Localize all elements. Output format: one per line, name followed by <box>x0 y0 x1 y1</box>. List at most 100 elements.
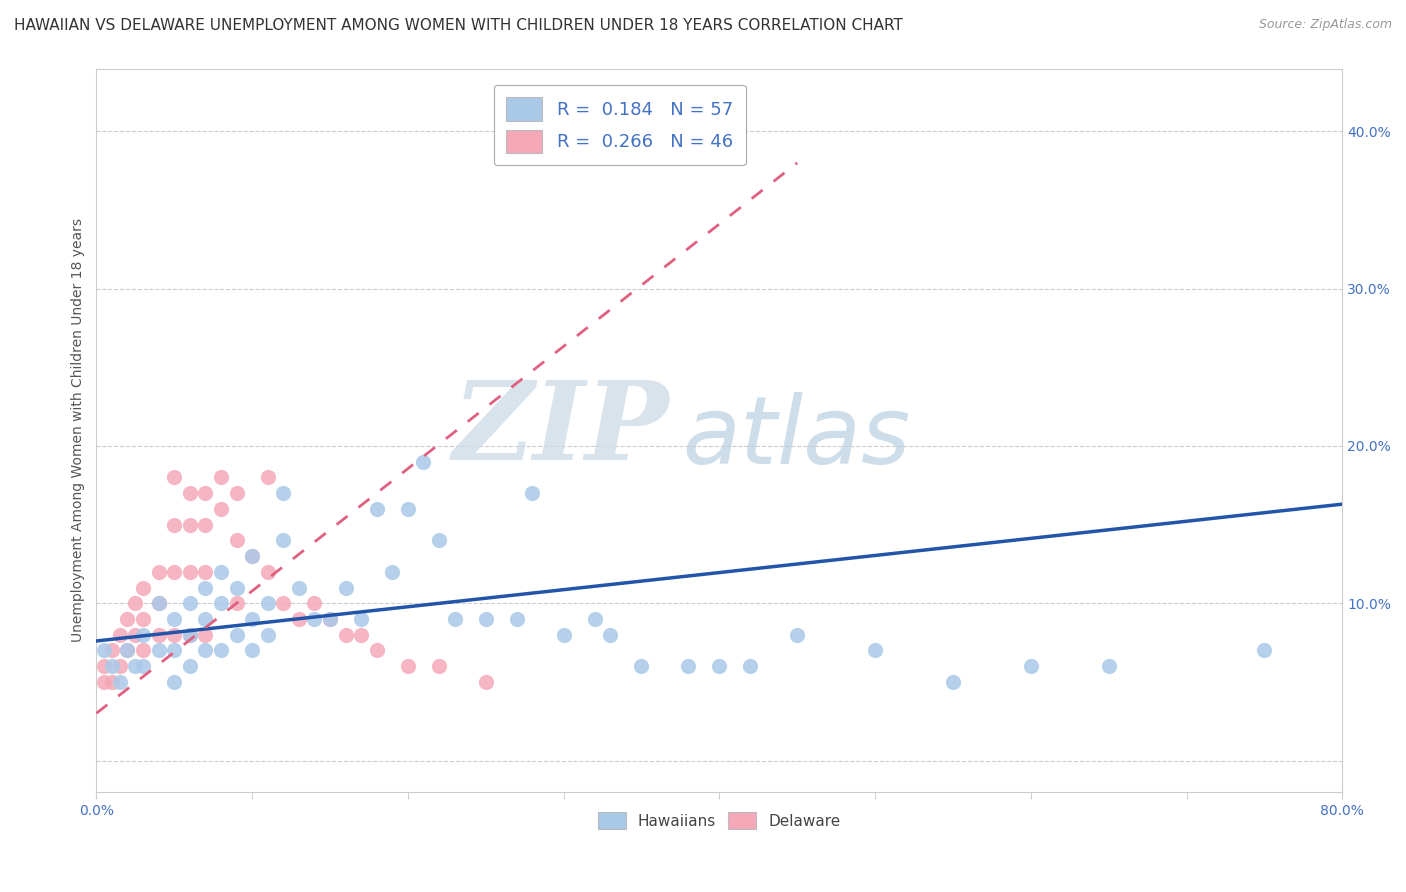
Point <box>163 643 186 657</box>
Point <box>194 565 217 579</box>
Point <box>256 628 278 642</box>
Point <box>676 659 699 673</box>
Point <box>209 596 232 610</box>
Point <box>474 674 496 689</box>
Point <box>583 612 606 626</box>
Point <box>1019 659 1042 673</box>
Point <box>366 501 388 516</box>
Point <box>209 470 232 484</box>
Point <box>335 581 357 595</box>
Point <box>335 628 357 642</box>
Point <box>148 596 170 610</box>
Point <box>396 501 419 516</box>
Point <box>209 501 232 516</box>
Point <box>194 628 217 642</box>
Point <box>163 674 186 689</box>
Point <box>101 659 124 673</box>
Point <box>240 549 263 563</box>
Text: Source: ZipAtlas.com: Source: ZipAtlas.com <box>1258 18 1392 31</box>
Point <box>271 596 294 610</box>
Point <box>271 486 294 500</box>
Point <box>786 628 808 642</box>
Point <box>225 596 247 610</box>
Point <box>240 643 263 657</box>
Point <box>1098 659 1121 673</box>
Point <box>271 533 294 548</box>
Point <box>630 659 652 673</box>
Point <box>108 628 131 642</box>
Point <box>506 612 529 626</box>
Point <box>256 596 278 610</box>
Point <box>132 581 155 595</box>
Point <box>288 612 311 626</box>
Point <box>93 643 115 657</box>
Point <box>225 486 247 500</box>
Point <box>350 628 373 642</box>
Point <box>350 612 373 626</box>
Point <box>194 486 217 500</box>
Point <box>179 628 201 642</box>
Point <box>163 470 186 484</box>
Point <box>179 565 201 579</box>
Point <box>93 659 115 673</box>
Point <box>240 612 263 626</box>
Point <box>225 533 247 548</box>
Legend: Hawaiians, Delaware: Hawaiians, Delaware <box>592 806 846 835</box>
Point <box>163 517 186 532</box>
Point <box>163 565 186 579</box>
Point <box>863 643 886 657</box>
Point <box>163 628 186 642</box>
Point <box>225 628 247 642</box>
Point <box>366 643 388 657</box>
Point <box>148 565 170 579</box>
Point <box>194 517 217 532</box>
Point <box>117 612 139 626</box>
Point <box>381 565 404 579</box>
Point <box>179 486 201 500</box>
Point <box>179 517 201 532</box>
Point <box>132 659 155 673</box>
Point <box>148 596 170 610</box>
Y-axis label: Unemployment Among Women with Children Under 18 years: Unemployment Among Women with Children U… <box>72 219 86 642</box>
Point <box>319 612 342 626</box>
Point <box>132 628 155 642</box>
Point <box>288 581 311 595</box>
Point <box>412 455 434 469</box>
Text: HAWAIIAN VS DELAWARE UNEMPLOYMENT AMONG WOMEN WITH CHILDREN UNDER 18 YEARS CORRE: HAWAIIAN VS DELAWARE UNEMPLOYMENT AMONG … <box>14 18 903 33</box>
Point <box>124 596 146 610</box>
Point <box>132 643 155 657</box>
Point <box>474 612 496 626</box>
Point <box>117 643 139 657</box>
Point <box>740 659 762 673</box>
Point <box>553 628 575 642</box>
Text: atlas: atlas <box>682 392 910 483</box>
Point <box>209 643 232 657</box>
Point <box>304 612 326 626</box>
Point <box>93 674 115 689</box>
Point <box>304 596 326 610</box>
Point <box>209 565 232 579</box>
Point <box>522 486 544 500</box>
Point <box>256 470 278 484</box>
Point <box>148 628 170 642</box>
Point <box>124 659 146 673</box>
Point <box>427 533 450 548</box>
Point <box>396 659 419 673</box>
Point <box>319 612 342 626</box>
Point <box>194 612 217 626</box>
Point <box>179 628 201 642</box>
Point <box>1253 643 1275 657</box>
Point <box>117 643 139 657</box>
Point <box>124 628 146 642</box>
Point <box>194 643 217 657</box>
Point <box>179 596 201 610</box>
Point <box>427 659 450 673</box>
Point <box>101 643 124 657</box>
Point <box>179 659 201 673</box>
Point <box>108 659 131 673</box>
Point <box>942 674 965 689</box>
Point <box>225 581 247 595</box>
Point <box>132 612 155 626</box>
Point <box>443 612 465 626</box>
Point <box>108 674 131 689</box>
